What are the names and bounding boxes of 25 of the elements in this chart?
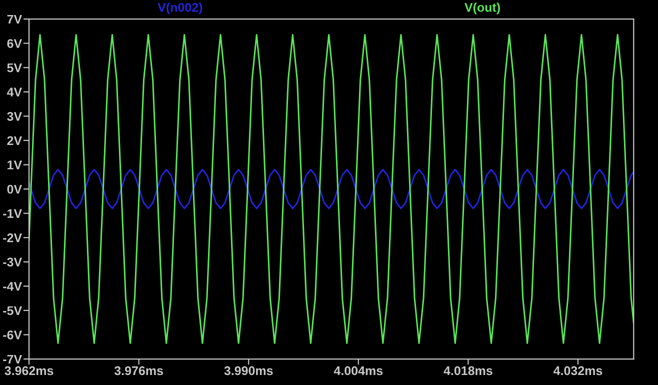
x-tick-label: 4.032ms bbox=[553, 366, 602, 376]
y-tick-label: -5V bbox=[3, 306, 22, 316]
y-tick-label: -2V bbox=[3, 233, 22, 242]
y-tick-label: 0V bbox=[7, 184, 22, 194]
y-tick-label: -3V bbox=[3, 258, 22, 267]
line-series bbox=[29, 34, 634, 344]
y-tick-label: -6V bbox=[3, 330, 22, 340]
text: V(n002) bbox=[158, 2, 202, 14]
y-tick-label: -7V bbox=[3, 354, 22, 364]
y-tick-label: 3V bbox=[7, 112, 22, 121]
series-label: V(out) bbox=[464, 2, 500, 14]
x-tick-label: 4.004ms bbox=[334, 366, 383, 376]
line-series bbox=[29, 168, 634, 210]
y-tick-label: 2V bbox=[7, 136, 22, 145]
y-tick-label: 4V bbox=[6, 88, 22, 96]
x-tick-label: 3.976ms bbox=[114, 366, 163, 376]
x-tick-label: 4.018ms bbox=[444, 366, 492, 376]
y-tick-label: 6V bbox=[7, 39, 22, 48]
y-tick-label: -1V bbox=[3, 209, 22, 218]
x-tick-label: 3.962ms bbox=[4, 366, 54, 376]
y-tick-label: 1V bbox=[8, 160, 22, 170]
y-tick-label: 5V bbox=[7, 64, 22, 72]
x-tick-label: 3.990ms bbox=[224, 366, 273, 376]
y-tick-label: 7V bbox=[7, 14, 22, 24]
y-tick-label: -4V bbox=[3, 282, 22, 291]
